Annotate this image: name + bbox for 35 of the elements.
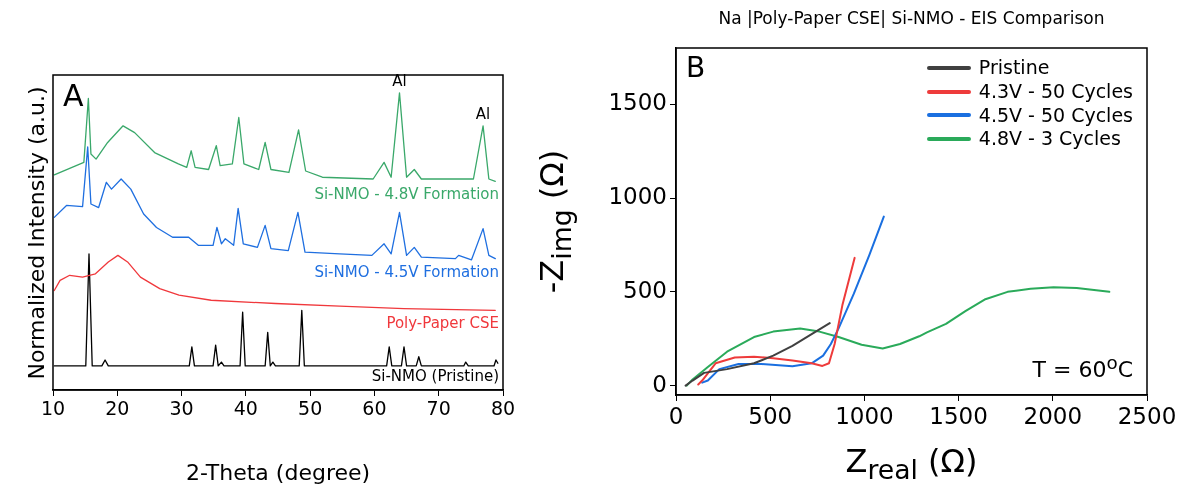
annotation: Al [392,71,407,90]
x-tick-label: 10 [40,397,66,420]
x-tick-label: 2000 [1023,402,1083,429]
annotation: T = 60$^{o}$C [1032,351,1133,382]
x-tick-label: 30 [169,397,194,420]
y-tick-label: 1500 [608,89,667,116]
series-label: Poly-Paper CSE [386,314,499,333]
x-tick-label: 40 [233,397,258,420]
series-label: Si-NMO - 4.8V Formation [314,185,499,204]
x-axis-title: Z$_{real}$ (Ω) [845,441,978,486]
legend-label: 4.8V - 3 Cycles [978,127,1121,151]
x-tick-label: 0 [668,402,684,429]
x-tick-label: 60 [362,397,387,420]
annotation: B [686,51,706,84]
annotation: Al [475,104,491,123]
series-label: Si-NMO (Pristine) [371,367,499,386]
y-axis-title: Normalized Intensity (a.u.) [23,85,49,380]
y-tick-label: 500 [623,276,667,303]
chart-title: Na |Poly-Paper CSE| Si-NMO - EIS Comparison [718,8,1105,28]
x-axis-title: 2-Theta (degree) [185,460,371,485]
legend-label: Pristine [978,56,1050,80]
y-tick-label: 0 [652,370,667,397]
series-label: Si-NMO - 4.5V Formation [314,262,499,281]
x-tick-label: 2500 [1117,402,1177,429]
x-tick-label: 1500 [929,402,988,429]
x-tick-label: 70 [426,397,451,420]
x-tick-label: 80 [490,397,516,420]
legend-label: 4.5V - 50 Cycles [978,103,1133,128]
x-tick-label: 20 [105,397,130,420]
legend-label: 4.3V - 50 Cycles [978,79,1133,104]
annotation: A [63,78,84,113]
x-tick-label: 1000 [835,402,894,429]
x-tick-label: 500 [748,402,793,429]
y-tick-label: 1000 [608,183,667,210]
x-tick-label: 50 [298,397,323,420]
